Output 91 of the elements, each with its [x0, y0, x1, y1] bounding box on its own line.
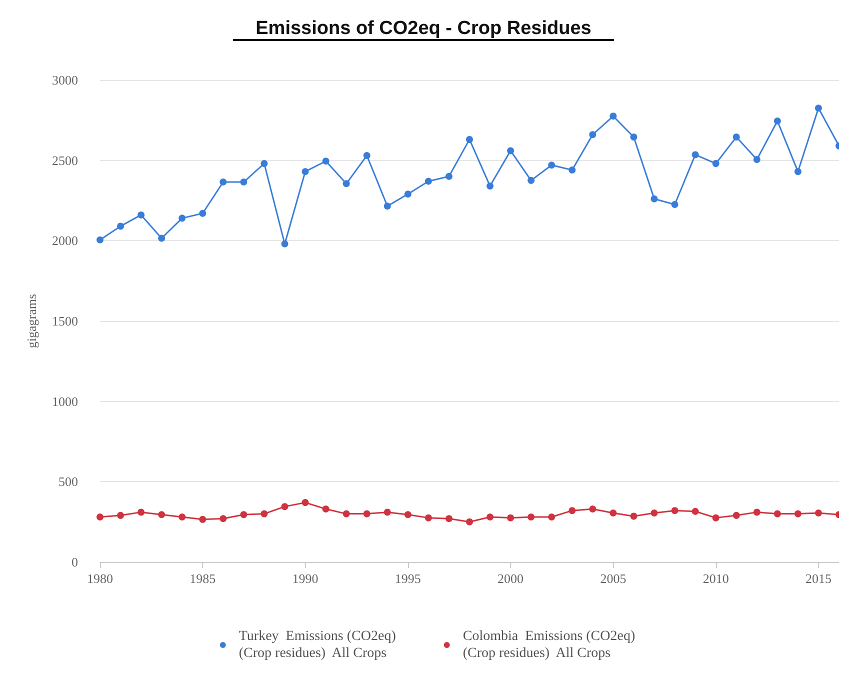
point: [220, 515, 227, 522]
point: [466, 136, 473, 143]
point: [548, 162, 556, 169]
point: [486, 514, 494, 521]
point: [814, 510, 822, 516]
point: [568, 507, 576, 514]
point: [528, 176, 535, 184]
point: [363, 152, 370, 160]
y-tick-label: 0: [72, 554, 78, 570]
x-tick-label: 1985: [190, 571, 216, 586]
point: [240, 178, 248, 186]
point: [610, 112, 617, 120]
point: [630, 512, 638, 520]
point: [117, 512, 124, 519]
point: [178, 514, 186, 521]
point: [302, 499, 309, 506]
point: [342, 180, 350, 188]
point: [732, 134, 740, 141]
y-tick-label: 2000: [52, 233, 78, 248]
point: [650, 510, 658, 516]
point: [712, 160, 720, 168]
point: [650, 195, 658, 202]
point: [732, 512, 740, 519]
point: [548, 514, 556, 521]
x-tick-label: 2005: [600, 571, 626, 586]
point: [589, 131, 596, 138]
point: [774, 117, 781, 124]
point: [260, 510, 268, 518]
point: [671, 201, 678, 208]
y-tick-label: 3000: [52, 72, 78, 88]
x-tick-label: 2015: [805, 571, 832, 586]
point: [322, 158, 330, 165]
point: [753, 508, 760, 516]
point: [363, 510, 370, 518]
y-tick-label: 2500: [52, 152, 78, 168]
point: [404, 190, 412, 198]
point: [117, 222, 124, 230]
point: [322, 505, 330, 512]
legend-label: Colombia Emissions (CO2eq) (Crop residues) All Crops: [462, 629, 636, 661]
point: [671, 507, 678, 514]
point: [712, 514, 720, 522]
point: [199, 210, 206, 217]
point: [486, 182, 494, 190]
point: [424, 514, 432, 522]
point: [466, 518, 473, 526]
y-tick-label: 500: [58, 474, 78, 490]
point: [260, 160, 268, 168]
point: [692, 508, 699, 515]
point: [445, 515, 452, 522]
x-tick-label: 2010: [702, 571, 729, 586]
point: [220, 178, 227, 186]
point: [178, 214, 186, 222]
x-tick-label: 1990: [292, 571, 318, 586]
point: [384, 508, 391, 516]
point: [528, 514, 535, 521]
point: [404, 511, 412, 518]
y-axis-title: gigagrams: [24, 294, 39, 348]
point: [692, 151, 699, 158]
point: [342, 510, 350, 518]
x-tick-label: 1995: [394, 571, 421, 586]
point: [794, 510, 802, 518]
point: [774, 510, 781, 518]
point: [138, 211, 145, 218]
point: [424, 178, 432, 185]
point: [158, 511, 166, 518]
x-tick-label: 2000: [498, 571, 524, 586]
x-tick-label: 1980: [87, 571, 113, 586]
chart-title: Emissions of CO2eq - Crop Residues: [256, 18, 592, 39]
point: [281, 503, 288, 510]
y-tick-label: 1000: [52, 394, 78, 409]
point: [96, 236, 104, 244]
point: [794, 168, 802, 176]
point: [630, 134, 638, 141]
point: [610, 510, 617, 516]
y-tick-label: 1500: [52, 314, 78, 328]
point: [568, 166, 576, 174]
point: [589, 505, 596, 512]
point: [753, 156, 760, 164]
point: [199, 516, 206, 523]
legend-label: Turkey Emissions (CO2eq) (Crop residues) All Crops: [238, 629, 396, 661]
point: [138, 508, 145, 516]
point: [302, 168, 309, 176]
point: [507, 147, 514, 154]
point: [96, 514, 104, 521]
point: [240, 511, 248, 518]
point: [814, 104, 822, 112]
point: [384, 202, 391, 210]
point: [158, 234, 166, 242]
point: [507, 514, 514, 522]
point: [281, 240, 288, 248]
point: [445, 172, 452, 180]
